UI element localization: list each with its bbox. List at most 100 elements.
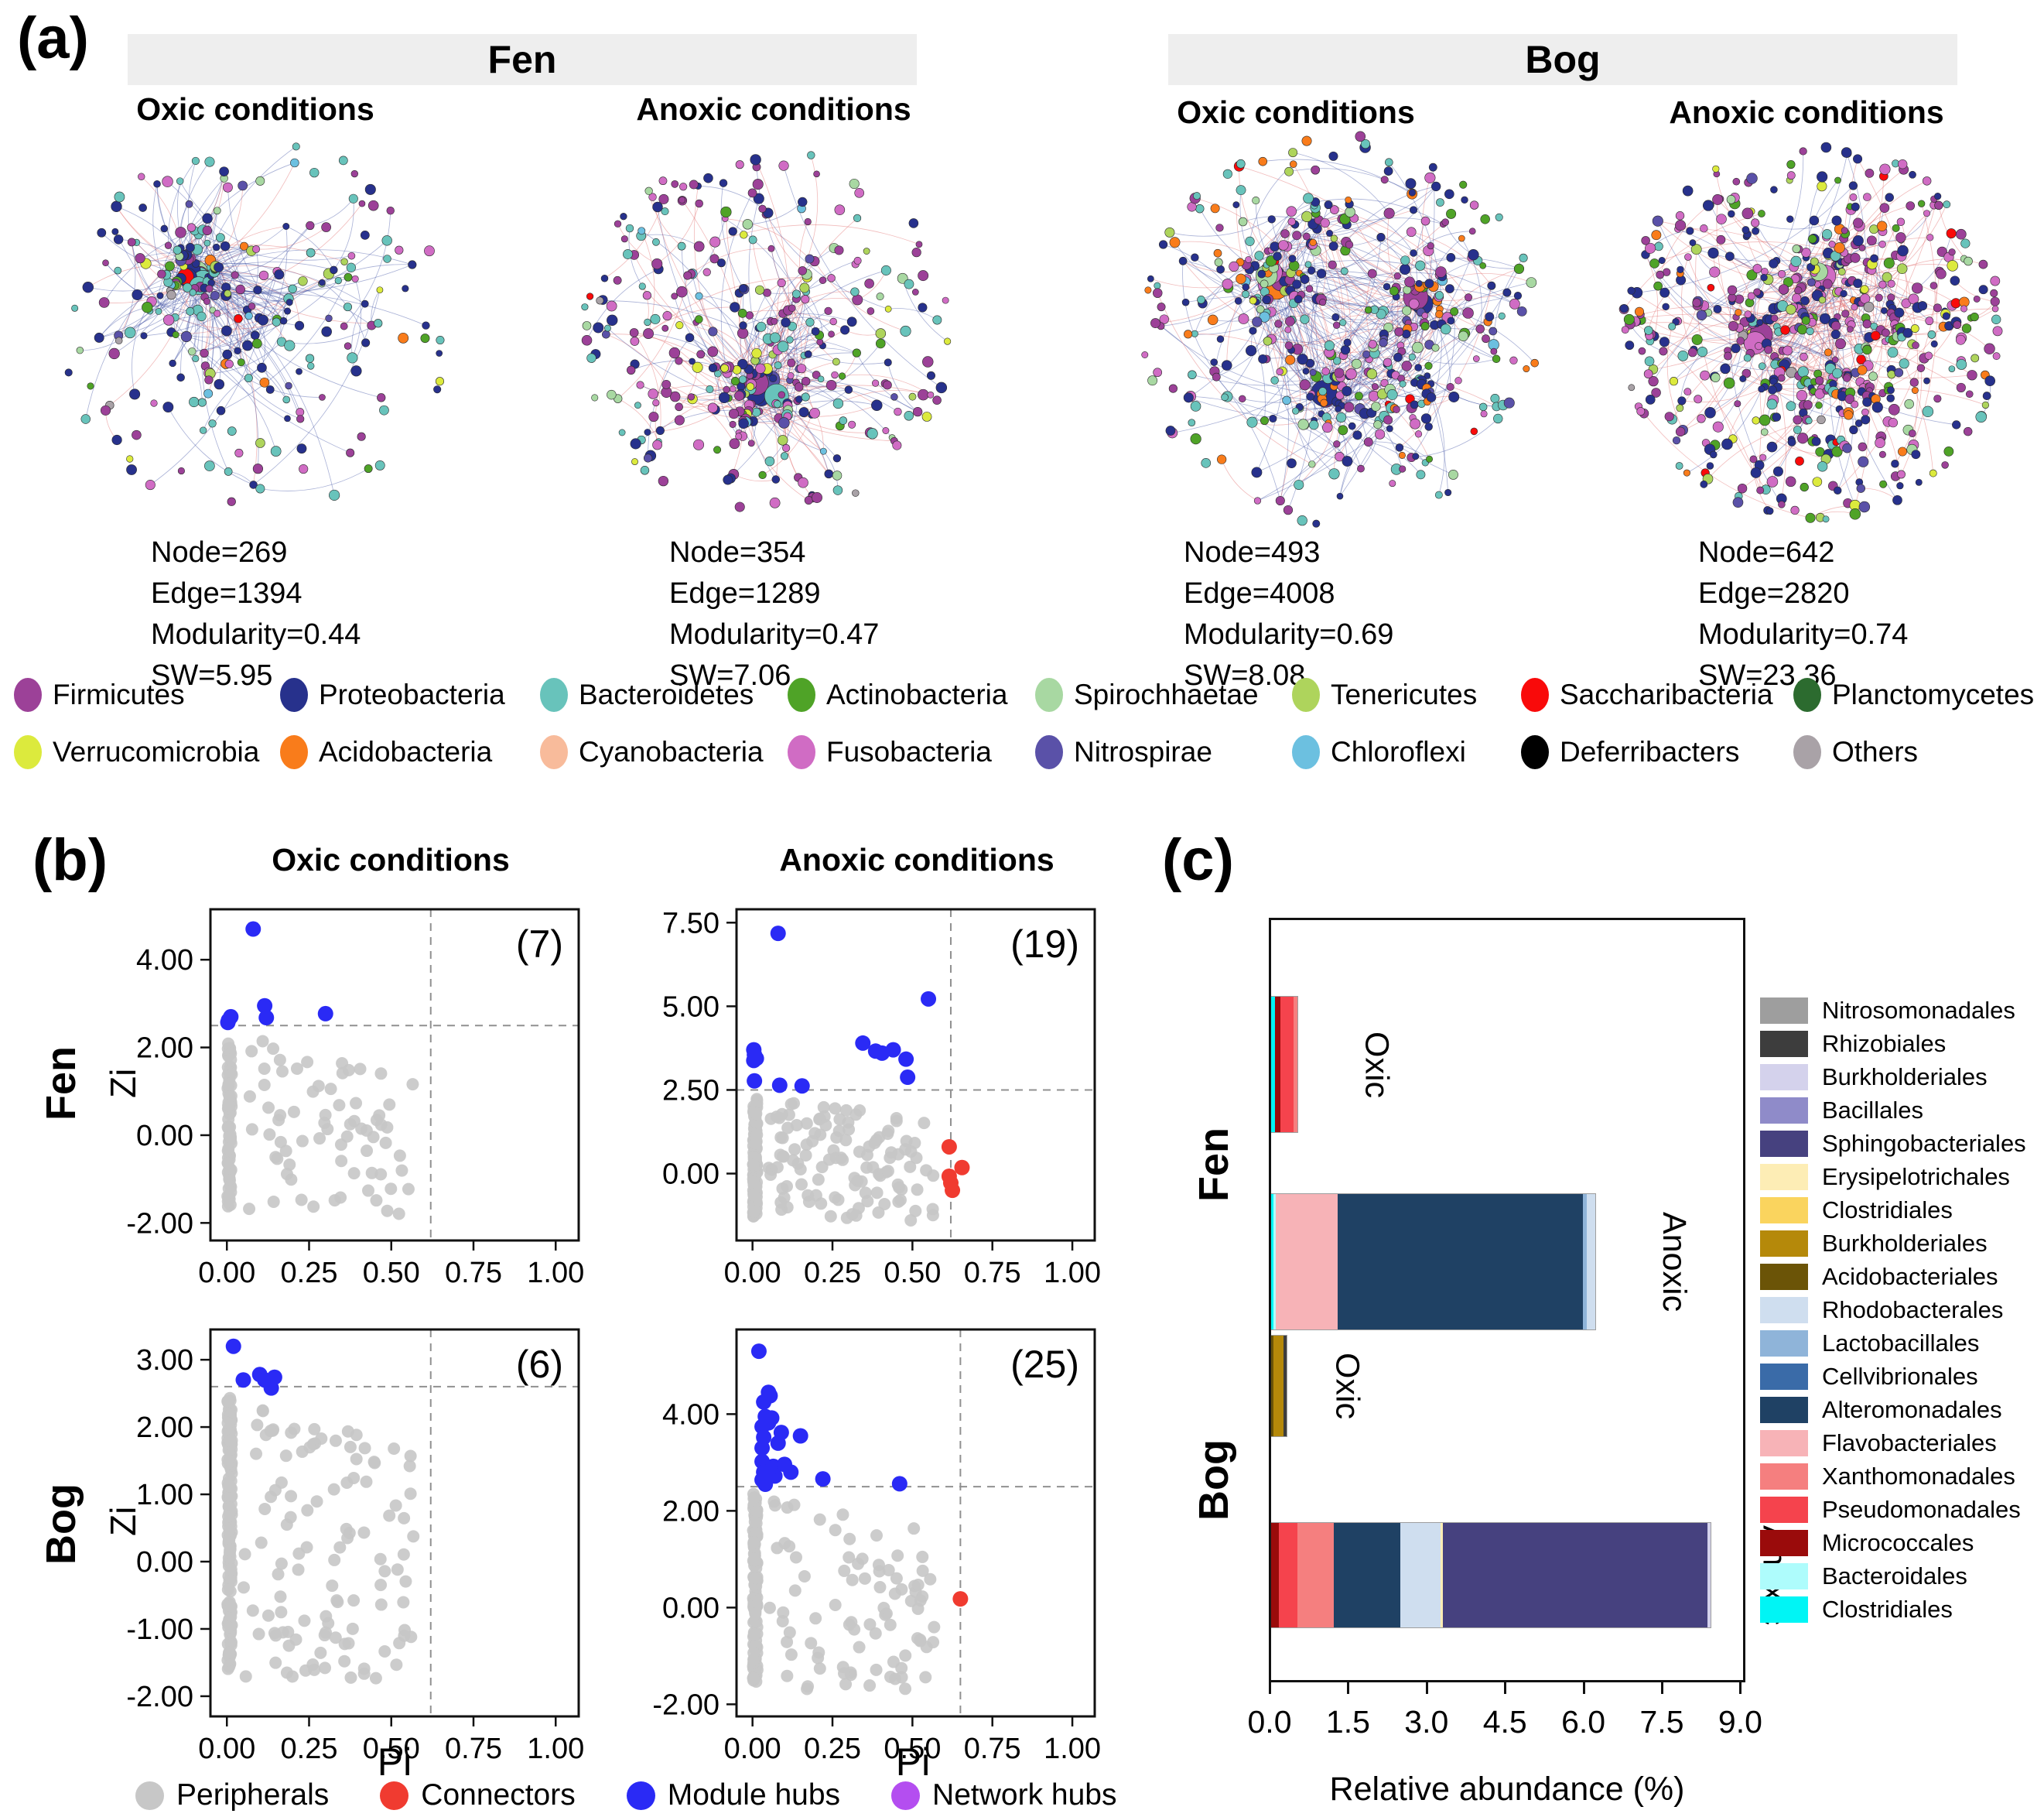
order-legend-item: Clostridiales	[1760, 1193, 2026, 1227]
bar-segment-Pseudomonadales	[1279, 1523, 1297, 1627]
panel-a-label: (a)	[17, 5, 89, 71]
c-row-label-fen: Fen	[1191, 1127, 1237, 1203]
phylum-color-dot	[788, 735, 815, 769]
svg-text:0.75: 0.75	[964, 1257, 1021, 1289]
phylum-legend-item: Acidobacteria	[280, 735, 492, 769]
phylum-color-dot	[14, 678, 42, 712]
svg-text:0.00: 0.00	[662, 1592, 720, 1624]
svg-text:0.00: 0.00	[136, 1546, 193, 1579]
scatter-bog-anoxic: 0.00 0.25 0.50 0.75 1.00 4.00 2.00 0.00 -2.00 (25…	[650, 1323, 1102, 1766]
phylum-legend-label: Deferribacters	[1560, 736, 1740, 768]
x-tick	[1347, 1682, 1350, 1694]
svg-text:-2.00: -2.00	[652, 1689, 720, 1721]
network-edges	[80, 146, 426, 495]
order-legend-swatch	[1760, 1463, 1808, 1490]
bar-segment-Rhizobiales	[1283, 1336, 1287, 1436]
order-legend-swatch	[1760, 1263, 1808, 1290]
order-legend-item: Bacteroidales	[1760, 1559, 2026, 1593]
svg-text:1.00: 1.00	[1044, 1733, 1101, 1765]
x-tick-label: 0.0	[1247, 1704, 1292, 1740]
order-legend-swatch	[1760, 1130, 1808, 1157]
svg-text:0.00: 0.00	[662, 1158, 720, 1191]
bar-segment-Xanthomonadales	[1297, 1523, 1335, 1627]
module-hub-points	[220, 921, 333, 1031]
phylum-legend-item: Tenericutes	[1292, 678, 1477, 712]
bog-header-strip: Bog	[1168, 34, 1957, 85]
phylum-legend-label: Actinobacteria	[826, 679, 1008, 710]
panel-b-label: (b)	[32, 827, 108, 893]
phylum-color-dot	[1793, 678, 1821, 712]
phylum-legend-item: Planctomycetes	[1793, 678, 2034, 712]
b-row-label-fen: Fen	[38, 1046, 84, 1121]
bar-segment-Micrococcales	[1275, 997, 1281, 1132]
abundance-axis-label: Relative abundance (%)	[1329, 1771, 1685, 1808]
order-legend-swatch	[1760, 1496, 1808, 1523]
phylum-color-dot	[1292, 678, 1320, 712]
order-legend-swatch	[1760, 1097, 1808, 1124]
network-stats-bog-oxic: Node=493 Edge=4008 Modularity=0.69 SW=8.…	[1184, 536, 1394, 692]
order-legend-item: Pseudomonadales	[1760, 1493, 2026, 1526]
phylum-legend-label: Others	[1832, 736, 1919, 768]
bar-condition-label: Oxic	[1328, 1353, 1366, 1419]
svg-text:0.75: 0.75	[964, 1733, 1021, 1765]
peripheral-points	[747, 1093, 940, 1227]
phylum-legend-item: Proteobacteria	[280, 678, 505, 712]
svg-text:7.50: 7.50	[662, 907, 720, 939]
phylum-color-dot	[14, 735, 42, 769]
phylum-legend-label: Planctomycetes	[1832, 679, 2035, 710]
order-legend-label: Alteromonadales	[1822, 1395, 2002, 1423]
hub-count-annotation: (6)	[516, 1343, 563, 1386]
b-pi-label-right: Pi	[895, 1740, 931, 1784]
phylum-legend-label: Nitrospirae	[1074, 736, 1212, 768]
hub-type-legend: Peripherals Connectors Module hubs Network …	[135, 1778, 1116, 1812]
x-tick	[1425, 1682, 1428, 1694]
svg-text:0.25: 0.25	[804, 1257, 861, 1289]
hub-legend-dot	[135, 1781, 164, 1810]
phylum-legend-label: Verrucomicrobia	[53, 736, 260, 768]
order-legend-label: Burkholderiales	[1822, 1229, 1988, 1257]
subtitle-fen-oxic: Oxic conditions	[136, 91, 374, 127]
bar-segment-Rhodobacterales	[1400, 1523, 1441, 1627]
scatter-bog-oxic: 0.00 0.25 0.50 0.75 1.00 3.00 2.00 1.00 0.00 -1.0…	[124, 1323, 586, 1766]
phylum-legend-item: Saccharibacteria	[1521, 678, 1773, 712]
phylum-legend-item: Others	[1793, 735, 1918, 769]
network-graph-bog-anoxic	[1617, 135, 2008, 526]
bar-condition-label: Anoxic	[1656, 1211, 1694, 1312]
network-graph-fen-oxic	[58, 133, 453, 528]
svg-text:0.50: 0.50	[363, 1733, 420, 1765]
phylum-color-dot	[540, 678, 568, 712]
order-legend-label: Micrococcales	[1822, 1528, 1974, 1556]
hub-legend-item: Module hubs	[626, 1778, 840, 1812]
phylum-legend-label: Firmicutes	[53, 679, 185, 710]
svg-text:0.75: 0.75	[445, 1733, 502, 1765]
phylum-color-dot	[280, 735, 308, 769]
bar-segment-Xanthomonadales	[1294, 997, 1298, 1132]
svg-text:-1.00: -1.00	[126, 1613, 193, 1646]
phylum-legend-label: Fusobacteria	[826, 736, 992, 768]
svg-text:0.00: 0.00	[136, 1120, 193, 1152]
svg-text:1.00: 1.00	[527, 1257, 584, 1289]
bog-header-title: Bog	[1525, 38, 1601, 81]
x-tick-label: 1.5	[1325, 1704, 1370, 1740]
svg-text:0.50: 0.50	[363, 1257, 420, 1289]
subtitle-fen-anoxic: Anoxic conditions	[636, 91, 911, 127]
abundance-bar-Bog-Oxic	[1270, 1335, 1287, 1437]
svg-text:4.00: 4.00	[662, 1398, 720, 1431]
order-legend-swatch	[1760, 997, 1808, 1024]
order-legend-item: Lactobacillales	[1760, 1326, 2026, 1360]
phylum-color-dot	[1035, 735, 1063, 769]
order-legend-label: Bacillales	[1822, 1096, 1923, 1124]
order-legend-label: Sphingobacteriales	[1822, 1129, 2026, 1157]
order-legend-label: Flavobacteriales	[1822, 1429, 1997, 1456]
bar-segment-Rhodobacterales	[1587, 1194, 1596, 1329]
order-legend-swatch	[1760, 1230, 1808, 1257]
phylum-legend-item: Firmicutes	[14, 678, 185, 712]
bar-segment-Bacteroidales	[1273, 1194, 1277, 1329]
phylum-color-dot	[280, 678, 308, 712]
order-legend-item: Bacillales	[1760, 1093, 2026, 1127]
svg-text:4.00: 4.00	[136, 944, 193, 977]
order-legend-swatch	[1760, 1196, 1808, 1223]
bar-segment-Burkholderiales	[1273, 1336, 1284, 1436]
order-legend-item: Burkholderiales	[1760, 1060, 2026, 1093]
phylum-legend-label: Cyanobacteria	[579, 736, 764, 768]
